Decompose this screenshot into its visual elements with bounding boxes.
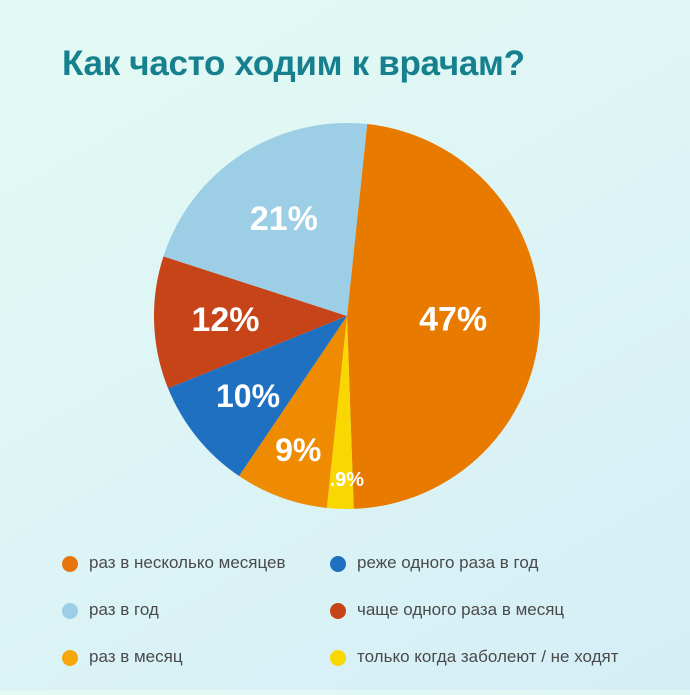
pie-slice-value-label-5: 21% [250, 200, 318, 238]
legend-item: чаще одного раза в месяц [330, 587, 642, 634]
legend-dot-icon [330, 555, 346, 572]
legend-item: раз в год [62, 587, 330, 634]
pie-slice-1 [326, 316, 354, 509]
legend-item: реже одного раза в год [330, 540, 642, 587]
legend-dot-icon [330, 649, 346, 666]
legend-item-label: раз в несколько месяцев [89, 553, 286, 573]
legend-item: только когда заболеют / не ходят [330, 634, 642, 681]
legend-dot-icon [62, 555, 78, 572]
legend-item-label: раз в месяц [89, 647, 183, 667]
pie-slice-value-label-2: 9% [275, 432, 321, 468]
legend-item-label: чаще одного раза в месяц [357, 600, 565, 620]
pie-slice-5 [163, 123, 368, 316]
legend-dot-icon [330, 602, 346, 619]
legend-column-left: раз в несколько месяцев раз в год раз в … [62, 540, 330, 681]
pie-slice-0 [347, 124, 540, 509]
legend-item: раз в несколько месяцев [62, 540, 330, 587]
legend-column-right: реже одного раза в год чаще одного раза … [330, 540, 642, 681]
pie-slice-4 [154, 256, 347, 389]
chart-legend: раз в несколько месяцев раз в год раз в … [62, 540, 642, 681]
chart-title: Как часто ходим к врачам? [62, 44, 525, 83]
pie-slice-value-label-3: 10% [216, 378, 280, 414]
legend-dot-icon [62, 649, 78, 666]
pie-slice-2 [239, 316, 347, 508]
legend-item: раз в месяц [62, 634, 330, 681]
pie-slice-value-label-4: 12% [191, 301, 259, 339]
pie-slice-value-label-0: 47% [419, 301, 487, 339]
legend-dot-icon [62, 602, 78, 619]
pie-slice-3 [168, 316, 347, 476]
legend-item-label: раз в год [89, 600, 159, 620]
legend-item-label: только когда заболеют / не ходят [357, 647, 619, 667]
legend-item-label: реже одного раза в год [357, 553, 539, 573]
